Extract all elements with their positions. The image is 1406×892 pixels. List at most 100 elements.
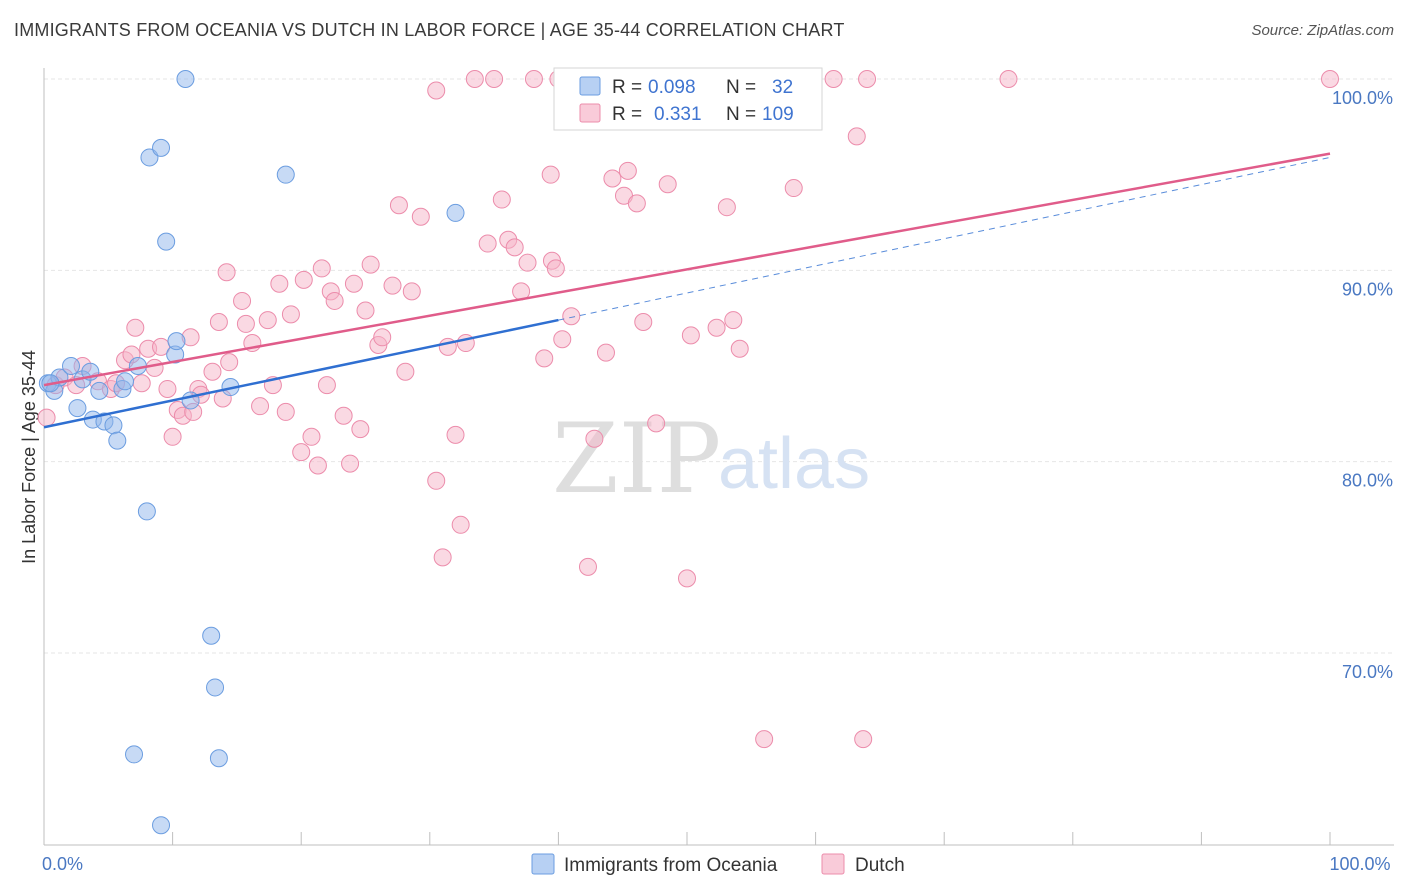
dutch-point-67 [505, 238, 524, 257]
dutch-point-57 [433, 548, 452, 567]
dutch-point-70 [524, 70, 543, 88]
dutch-point-36 [281, 305, 300, 324]
x-tick-label-1: 100.0% [1329, 854, 1390, 874]
series-legend: Immigrants from Oceania Dutch [531, 853, 905, 876]
dutch-point-98 [858, 70, 877, 88]
oceania-point-11 [108, 431, 127, 450]
dutch-point-44 [341, 454, 360, 473]
dutch-point-99 [999, 70, 1018, 88]
dutch-point-89 [681, 326, 700, 345]
dutch-point-101 [854, 730, 873, 749]
dutch-point-96 [824, 70, 843, 88]
bottom-legend-label-oceania: Immigrants from Oceania [564, 855, 778, 876]
dutch-point-27 [217, 263, 236, 282]
oceania-point-13 [116, 372, 135, 391]
dutch-point-56 [427, 471, 446, 490]
dutch-point-62 [465, 70, 484, 88]
legend-r-value-oceania: 0.098 [648, 77, 696, 98]
legend-n-value-dutch: 109 [762, 104, 794, 125]
series-oceania-points [38, 70, 465, 835]
y-tick-label-3: 70.0% [1342, 662, 1393, 682]
dutch-point-24 [209, 312, 228, 331]
oceania-point-17 [152, 138, 171, 157]
dutch-point-0 [37, 408, 56, 427]
oceania-point-27 [152, 816, 171, 835]
dutch-point-83 [618, 161, 637, 180]
oceania-point-20 [167, 332, 186, 351]
dutch-point-80 [596, 343, 615, 362]
dutch-point-11 [132, 374, 151, 393]
dutch-point-45 [344, 274, 363, 293]
dutch-point-90 [707, 318, 726, 337]
dutch-point-85 [634, 312, 653, 331]
dutch-point-63 [478, 234, 497, 253]
dutch-point-46 [351, 420, 370, 439]
legend-n-value-oceania: 32 [772, 77, 793, 98]
legend-swatch-oceania [579, 76, 601, 96]
chart-title: IMMIGRANTS FROM OCEANIA VS DUTCH IN LABO… [14, 20, 845, 40]
oceania-point-3 [62, 357, 81, 375]
legend-r-label-oceania: R = [612, 77, 642, 98]
dutch-point-74 [546, 259, 565, 278]
dutch-point-13 [145, 358, 164, 377]
legend-r-label-dutch: R = [612, 104, 642, 125]
oceania-point-24 [206, 678, 225, 697]
dutch-point-43 [334, 406, 353, 425]
bottom-legend-swatch-oceania [531, 853, 555, 875]
chart-source: Source: ZipAtlas.com [1251, 22, 1394, 39]
oceania-point-18 [157, 232, 176, 251]
x-minor-ticks [172, 832, 1331, 845]
oceania-point-8 [90, 381, 109, 400]
dutch-point-47 [356, 301, 375, 320]
dutch-point-97 [847, 127, 866, 146]
legend-r-value-dutch: 0.331 [654, 104, 702, 125]
watermark-atlas: atlas [718, 424, 870, 504]
gridlines [44, 78, 1394, 654]
dutch-point-84 [627, 194, 646, 213]
legend-n-label-oceania: N = [726, 77, 756, 98]
oceania-point-25 [209, 749, 228, 768]
dutch-point-10 [126, 318, 145, 337]
y-tick-label-0: 100.0% [1332, 88, 1393, 108]
dutch-point-107 [292, 443, 311, 462]
dutch-point-92 [724, 311, 743, 330]
dutch-point-35 [276, 402, 295, 421]
oceania-point-10 [104, 416, 123, 435]
dutch-point-15 [158, 379, 177, 398]
dutch-point-29 [236, 314, 255, 333]
oceania-point-29 [276, 165, 295, 184]
dutch-point-59 [446, 425, 465, 444]
oceania-point-4 [68, 399, 87, 418]
oceania-point-16 [140, 148, 159, 167]
y-tick-label-1: 90.0% [1342, 279, 1393, 299]
dutch-point-75 [553, 330, 572, 349]
dutch-point-40 [312, 259, 331, 278]
trend-lines [43, 152, 1331, 429]
watermark-zip: ZIP [552, 403, 721, 515]
dutch-point-31 [251, 397, 270, 416]
dutch-point-106 [317, 376, 336, 395]
dutch-point-54 [402, 282, 421, 301]
dutch-point-78 [578, 557, 597, 576]
dutch-point-71 [535, 349, 554, 368]
dutch-point-79 [585, 429, 604, 448]
dutch-trend-line [43, 152, 1331, 387]
y-axis-label: In Labor Force | Age 35-44 [19, 350, 39, 564]
dutch-point-65 [492, 190, 511, 209]
dutch-point-64 [485, 70, 504, 88]
dutch-point-108 [1321, 70, 1339, 88]
dutch-point-34 [270, 274, 289, 293]
stats-legend: R = 0.098 N = 32 R = 0.331 N = 109 [553, 67, 823, 131]
dutch-point-95 [784, 179, 803, 198]
dutch-point-48 [361, 255, 380, 274]
oceania-point-28 [125, 745, 144, 764]
watermark: ZIP atlas [552, 403, 870, 515]
x-tick-labels: 0.0% 100.0% [42, 854, 1391, 874]
dutch-point-100 [755, 730, 774, 749]
dutch-point-53 [396, 362, 415, 381]
dutch-point-50 [373, 328, 392, 347]
dutch-point-69 [518, 253, 537, 272]
dutch-point-38 [302, 427, 321, 446]
dutch-point-93 [730, 339, 749, 358]
